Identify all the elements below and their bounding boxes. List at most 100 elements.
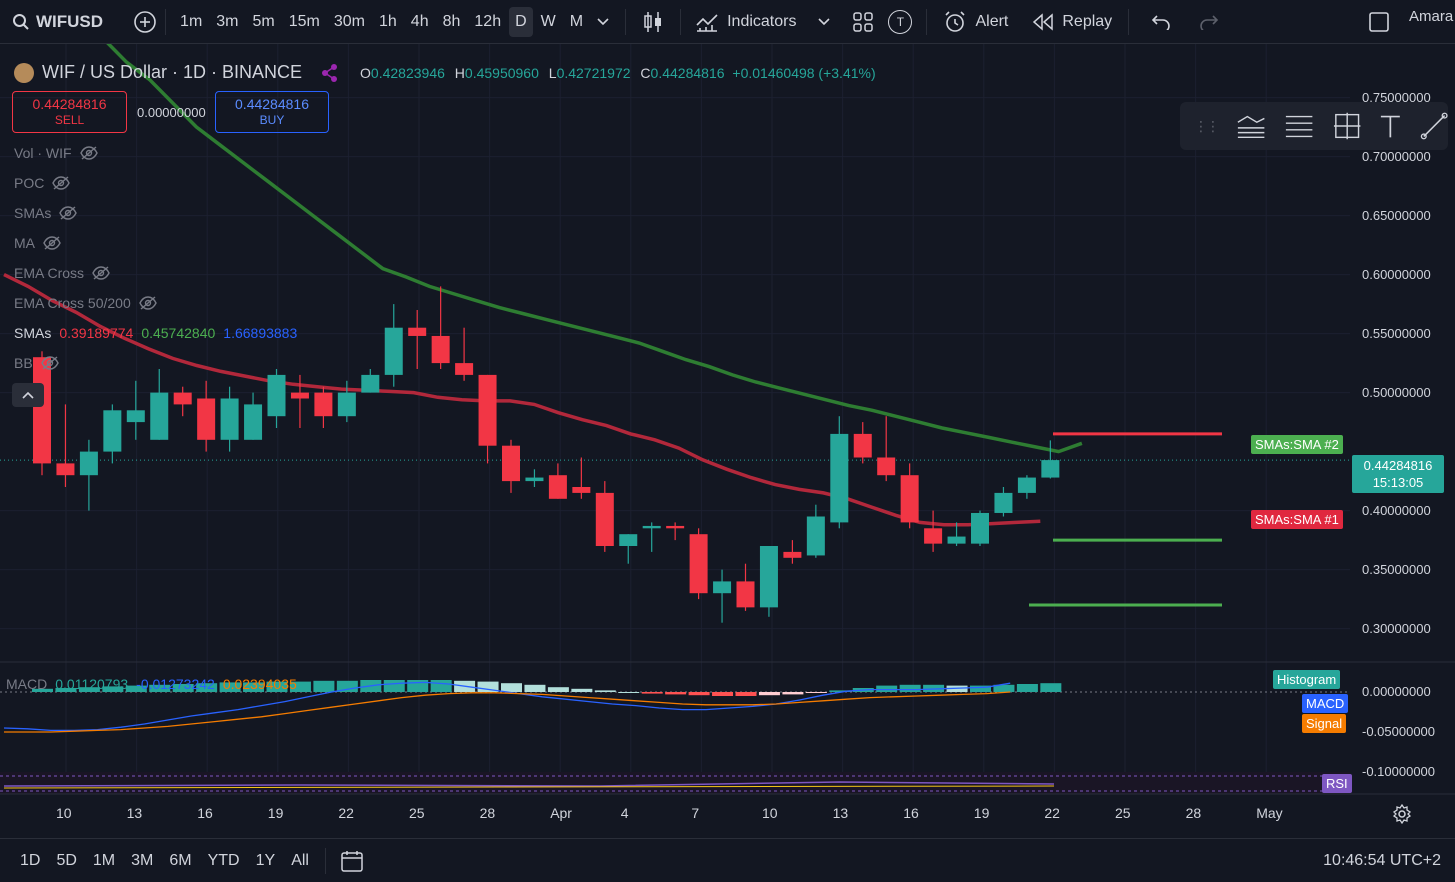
candle[interactable] (971, 510, 989, 546)
candle[interactable] (502, 439, 520, 493)
candle[interactable] (361, 369, 380, 393)
chart-title[interactable]: WIF / US Dollar · 1D · BINANCE (42, 62, 303, 82)
sell-button[interactable]: 0.44284816 SELL (12, 91, 127, 133)
replay-button[interactable]: Replay (1016, 0, 1120, 44)
range-ytd[interactable]: YTD (207, 851, 240, 869)
range-6m[interactable]: 6M (169, 851, 192, 869)
share-nodes-icon[interactable] (320, 63, 340, 83)
candle[interactable] (56, 404, 75, 487)
interval-12h[interactable]: 12h (474, 12, 502, 30)
indicator-legend-item[interactable]: EMA Cross 50/200 (14, 295, 157, 311)
chart-area[interactable]: WIF / US Dollar · 1D · BINANCE O0.428239… (0, 44, 1455, 838)
eye-off-icon[interactable] (43, 236, 61, 250)
candle[interactable] (642, 522, 661, 552)
candle[interactable] (337, 380, 356, 423)
chart-settings-button[interactable] (1392, 803, 1412, 829)
candle[interactable] (877, 416, 896, 482)
measure-icon[interactable] (1333, 111, 1361, 141)
candle[interactable] (384, 304, 403, 387)
bb-legend[interactable]: BB (14, 355, 59, 371)
candle[interactable] (220, 386, 239, 452)
indicator-legend-item[interactable]: MA (14, 235, 61, 251)
candle[interactable] (79, 439, 98, 511)
candle[interactable] (853, 422, 872, 464)
text-tool-icon[interactable] (1379, 112, 1402, 140)
fib-lines-icon[interactable] (1284, 112, 1314, 140)
redo-button[interactable] (1185, 0, 1233, 44)
goto-date-button[interactable] (334, 849, 370, 873)
chart-type-button[interactable] (634, 0, 672, 44)
candle[interactable] (619, 534, 638, 564)
user-menu[interactable]: Amara (1409, 0, 1453, 38)
indicators-button[interactable]: Indicators (689, 0, 802, 44)
candle[interactable] (126, 380, 145, 440)
candle[interactable] (666, 522, 685, 541)
rsi-line[interactable] (3, 781, 1055, 787)
candle[interactable] (900, 463, 919, 529)
candle[interactable] (173, 386, 192, 417)
smas-legend[interactable]: SMAs 0.39189774 0.45742840 1.66893883 (14, 325, 297, 341)
interval-30m[interactable]: 30m (333, 12, 365, 30)
interval-4h[interactable]: 4h (410, 12, 429, 30)
indicators-dropdown[interactable] (802, 0, 844, 44)
candle[interactable] (197, 380, 216, 452)
indicator-legend-item[interactable]: SMAs (14, 205, 78, 221)
indicator-legend-item[interactable]: EMA Cross (14, 265, 110, 281)
layouts-button[interactable] (844, 0, 882, 44)
range-3m[interactable]: 3M (131, 851, 154, 869)
candle[interactable] (924, 510, 943, 552)
candle[interactable] (595, 481, 614, 552)
macd-line[interactable] (3, 681, 1011, 732)
range-all[interactable]: All (291, 851, 309, 869)
candle[interactable] (244, 392, 263, 440)
range-1y[interactable]: 1Y (255, 851, 276, 869)
buy-button[interactable]: 0.44284816 BUY (215, 91, 329, 133)
interval-dropdown[interactable] (589, 0, 617, 44)
sma-green-line[interactable] (80, 44, 1083, 454)
drag-handle-icon[interactable]: ⋮⋮ (1194, 117, 1220, 134)
candle[interactable] (408, 310, 427, 369)
signal-line[interactable] (4, 691, 1011, 733)
chart-canvas[interactable] (0, 44, 1455, 838)
candle[interactable] (455, 327, 474, 381)
candle[interactable] (994, 487, 1013, 517)
candle[interactable] (103, 404, 122, 464)
alert-button[interactable]: Alert (935, 0, 1016, 44)
interval-15m[interactable]: 15m (288, 12, 320, 30)
candle[interactable] (830, 416, 849, 529)
interval-1m[interactable]: 1m (180, 12, 203, 30)
brush-icon[interactable] (1420, 111, 1448, 141)
interval-d[interactable]: D (509, 6, 533, 37)
compare-button[interactable] (133, 0, 157, 44)
candle[interactable] (689, 528, 708, 600)
interval-8h[interactable]: 8h (442, 12, 461, 30)
candle[interactable] (548, 463, 567, 499)
undo-button[interactable] (1137, 0, 1185, 44)
candle[interactable] (290, 374, 309, 428)
indicator-legend-item[interactable]: POC (14, 175, 71, 191)
interval-w[interactable]: W (540, 12, 556, 30)
candle[interactable] (947, 522, 966, 546)
candle[interactable] (806, 504, 825, 558)
sma-red-line[interactable] (3, 273, 1041, 527)
range-5d[interactable]: 5D (56, 851, 77, 869)
collapse-legend-button[interactable] (12, 383, 44, 407)
candle[interactable] (267, 369, 286, 428)
candle[interactable] (1017, 475, 1036, 499)
eye-off-icon[interactable] (59, 206, 78, 220)
interval-3m[interactable]: 3m (216, 12, 239, 30)
eye-off-icon[interactable] (92, 266, 110, 280)
candle[interactable] (713, 569, 732, 623)
trend-lines-icon[interactable] (1236, 112, 1266, 140)
candle[interactable] (1041, 440, 1060, 479)
candle[interactable] (150, 369, 169, 440)
macd-legend[interactable]: MACD 0.01120793 -0.01273242 0.02394035 (6, 676, 297, 692)
clock[interactable]: 10:46:54 UTC+2 (1323, 851, 1441, 869)
fullscreen-button[interactable] (1368, 0, 1390, 44)
eye-off-icon[interactable] (52, 176, 71, 190)
candle[interactable] (783, 540, 802, 564)
symbol-search[interactable]: WIFUSD (0, 0, 103, 44)
candle[interactable] (759, 546, 778, 617)
eye-off-icon[interactable] (138, 296, 157, 310)
interval-m[interactable]: M (569, 12, 584, 30)
